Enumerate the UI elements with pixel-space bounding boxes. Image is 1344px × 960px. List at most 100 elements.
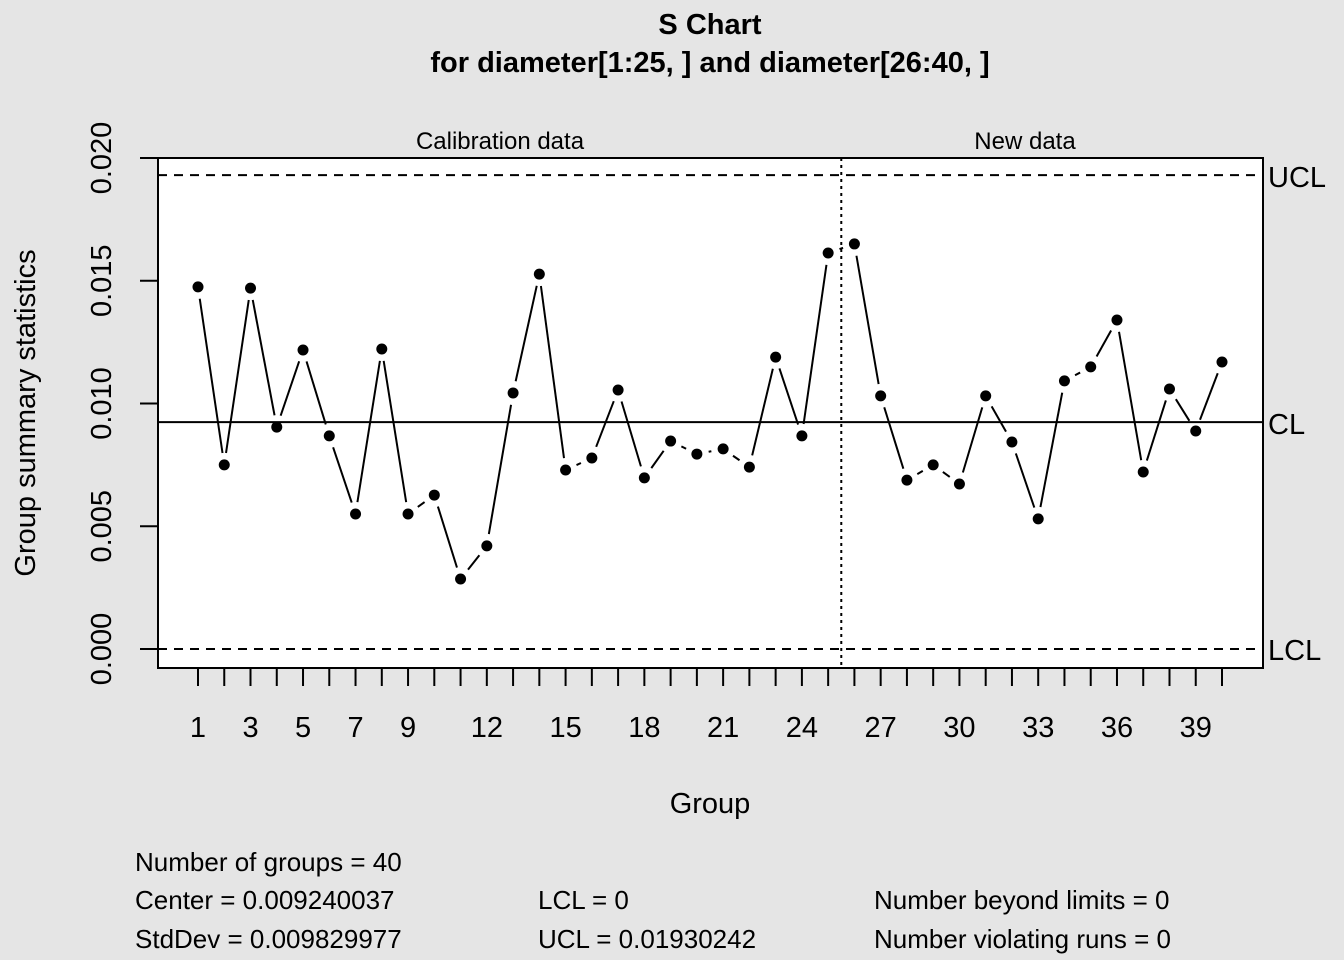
data-point <box>638 472 650 484</box>
series-segment <box>332 446 353 503</box>
data-point <box>192 281 204 293</box>
section-label-new: New data <box>974 128 1076 155</box>
series-segment <box>595 400 615 448</box>
data-point <box>481 540 493 552</box>
series-segment <box>802 264 828 425</box>
series-segment <box>916 470 924 475</box>
data-point <box>953 478 965 490</box>
series-segment <box>539 285 565 459</box>
series-segment <box>839 246 844 251</box>
y-axis-label: Group summary statistics <box>10 249 42 576</box>
chart-title: S Chart <box>658 9 761 41</box>
series-segment <box>961 407 984 473</box>
y-tick-label: 0.005 <box>86 490 118 563</box>
series-segment <box>356 360 381 503</box>
data-point <box>428 489 440 501</box>
x-tick-label: 24 <box>786 712 818 744</box>
x-tick-label: 1 <box>190 712 206 744</box>
data-point <box>770 351 782 363</box>
x-tick-label: 5 <box>295 712 311 744</box>
series-segment <box>942 471 951 478</box>
stat-stddev: StdDev = 0.009829977 <box>135 924 402 954</box>
data-point <box>796 430 808 442</box>
x-tick-label: 36 <box>1101 712 1133 744</box>
series-segment <box>1095 330 1112 357</box>
series-segment <box>487 404 513 535</box>
data-point <box>376 343 388 355</box>
section-label-calibration: Calibration data <box>416 128 585 155</box>
series-segment <box>732 454 741 462</box>
x-tick-label: 9 <box>400 712 416 744</box>
data-point <box>1085 361 1097 373</box>
x-tick-label: 21 <box>707 712 739 744</box>
series-segment <box>1074 371 1081 377</box>
series-segment <box>650 450 665 469</box>
cl-label: CL <box>1268 409 1305 441</box>
series-segment <box>225 299 250 454</box>
data-point <box>271 421 283 433</box>
data-point <box>323 430 335 442</box>
x-tick-label: 30 <box>943 712 975 744</box>
data-point <box>691 448 703 460</box>
data-point <box>901 474 913 486</box>
x-axis-label: Group <box>670 788 751 820</box>
series-segment <box>467 554 481 571</box>
data-point <box>1058 375 1070 387</box>
series-segment <box>1118 331 1143 461</box>
data-point <box>875 390 887 402</box>
stat-beyond-limits: Number beyond limits = 0 <box>874 885 1170 915</box>
stat-violating-runs: Number violating runs = 0 <box>874 924 1171 954</box>
data-point <box>1111 314 1123 326</box>
x-tick-label: 27 <box>865 712 897 744</box>
data-point <box>507 387 519 399</box>
y-tick-label: 0.015 <box>86 244 118 317</box>
series-segment <box>305 361 327 425</box>
x-tick-label: 39 <box>1180 712 1212 744</box>
data-point <box>533 268 545 280</box>
series-segment <box>279 361 301 417</box>
series-segment <box>620 401 642 467</box>
lcl-label: LCL <box>1268 635 1321 667</box>
data-point <box>1190 425 1202 437</box>
stat-groups: Number of groups = 40 <box>135 847 402 877</box>
data-point <box>1032 513 1044 525</box>
data-point <box>350 508 362 520</box>
series-segment <box>990 405 1007 433</box>
data-point <box>1006 436 1018 448</box>
data-point <box>586 452 598 464</box>
series-segment <box>198 298 224 454</box>
data-point <box>612 384 624 396</box>
data-point <box>717 443 729 455</box>
data-point <box>822 247 834 259</box>
y-tick-label: 0.020 <box>86 122 118 195</box>
data-point <box>245 282 257 294</box>
data-point <box>297 344 309 356</box>
series-segment <box>778 368 800 425</box>
data-point <box>218 459 230 471</box>
y-tick-label: 0.000 <box>86 613 118 686</box>
series-segment <box>680 445 687 450</box>
series-segment <box>576 462 582 466</box>
data-point <box>402 508 414 520</box>
series-segment <box>883 407 905 469</box>
data-point <box>848 238 860 250</box>
x-tick-label: 7 <box>347 712 363 744</box>
plot-area <box>157 157 1264 669</box>
chart-subtitle: for diameter[1:25, ] and diameter[26:40,… <box>430 47 989 79</box>
data-point <box>743 461 755 473</box>
data-point <box>560 464 572 476</box>
series-segment <box>382 360 408 503</box>
series-segment <box>436 506 458 568</box>
x-tick-label: 12 <box>471 712 503 744</box>
data-point <box>1216 356 1228 368</box>
y-tick-label: 0.010 <box>86 367 118 440</box>
series-segment <box>855 255 880 385</box>
series-segment <box>708 450 712 453</box>
data-point <box>927 459 939 471</box>
x-tick-label: 33 <box>1022 712 1054 744</box>
series-segment <box>1199 372 1219 421</box>
x-tick-label: 3 <box>242 712 258 744</box>
series-segment <box>514 285 538 382</box>
data-point <box>455 573 467 585</box>
x-tick-label: 18 <box>628 712 660 744</box>
